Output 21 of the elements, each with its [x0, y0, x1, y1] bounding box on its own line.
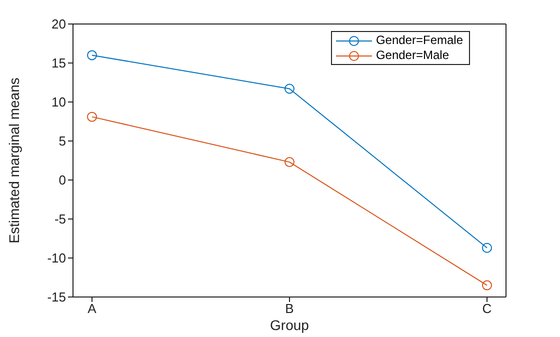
x-axis-title: Group	[270, 317, 310, 333]
point	[284, 84, 294, 94]
x-tick-label: A	[88, 301, 97, 316]
y-tick-label: -5	[54, 212, 66, 227]
point	[87, 50, 97, 60]
y-axis-title: Estimated marginal means	[6, 78, 22, 244]
x-tick-label: B	[285, 301, 294, 316]
y-tick-label: 0	[58, 172, 66, 188]
legend-label: Gender=Female	[376, 33, 463, 48]
point	[284, 157, 294, 168]
y-tick-label: 20	[52, 16, 66, 32]
legend-label: Gender=Male	[376, 48, 449, 63]
point	[482, 242, 492, 253]
point	[87, 112, 97, 122]
y-tick-label: 5	[58, 134, 66, 149]
y-tick-label: -15	[47, 290, 66, 305]
y-tick-label: 15	[52, 56, 66, 71]
x-tick-label: C	[482, 301, 492, 316]
y-tick-label: 10	[52, 94, 66, 110]
point	[482, 280, 492, 290]
y-tick-label: -10	[47, 250, 66, 266]
